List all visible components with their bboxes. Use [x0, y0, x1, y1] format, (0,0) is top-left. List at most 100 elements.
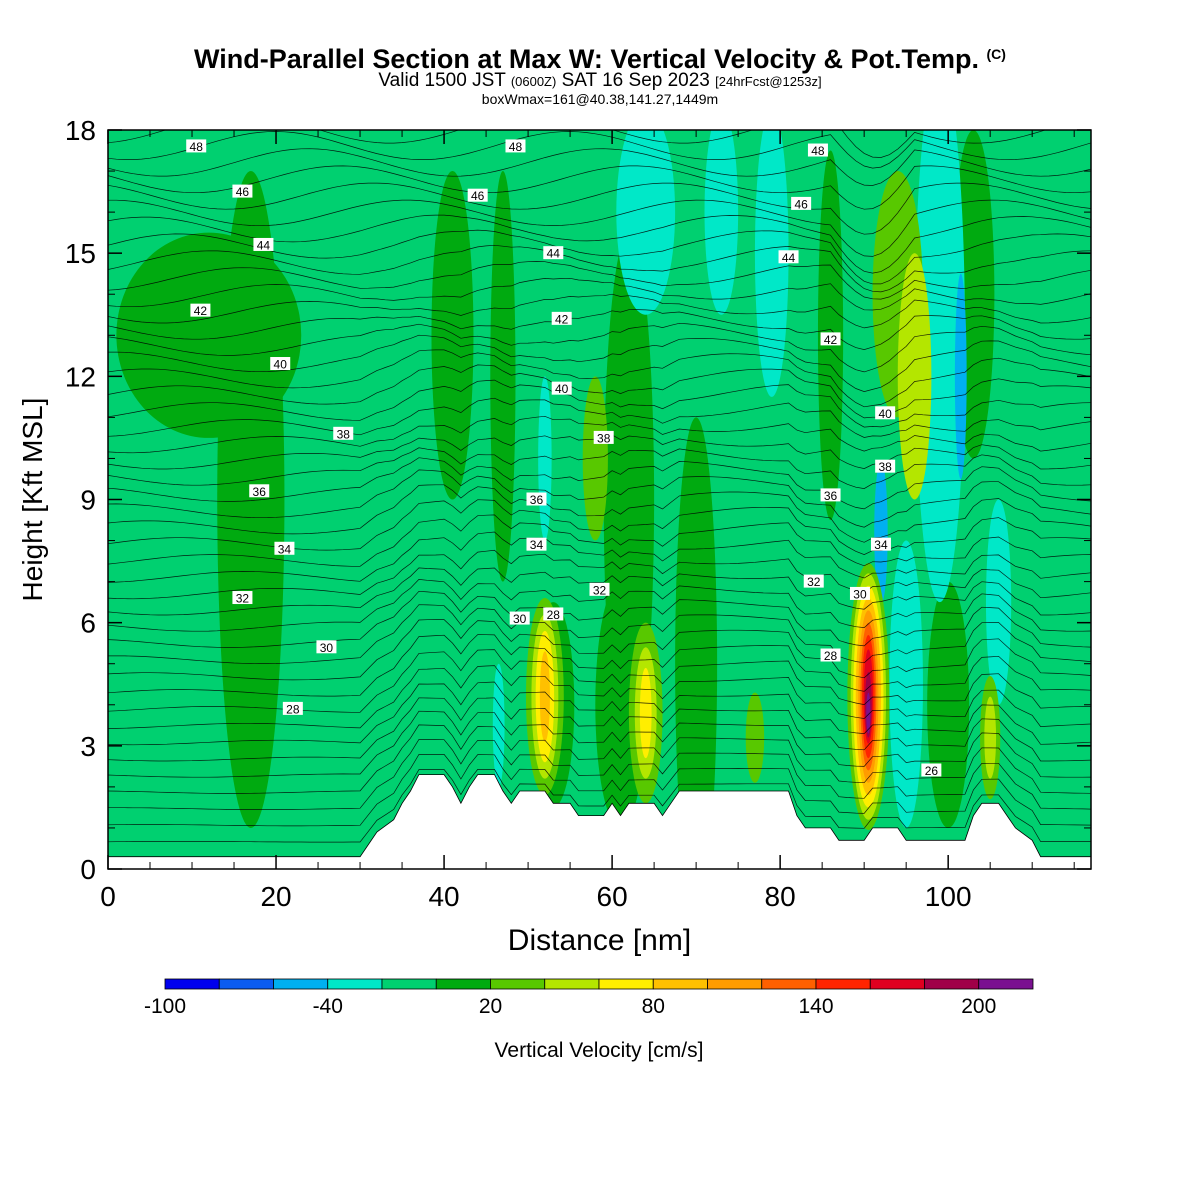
isentrope-line — [108, 199, 1091, 257]
contour-label-bg — [467, 188, 488, 202]
isentrope-line — [108, 229, 1091, 285]
isentrope-line — [108, 710, 1091, 778]
isentrope-line — [108, 499, 1091, 555]
contour-label: 46 — [794, 197, 808, 211]
y-tick-label: 9 — [80, 485, 96, 516]
contour-label-bg — [589, 582, 610, 596]
y-tick-label: 3 — [80, 731, 96, 762]
contour-label: 32 — [807, 575, 821, 589]
colorbar-swatch — [435, 978, 491, 990]
contour-label-bg — [803, 574, 824, 588]
contour-label-bg — [543, 246, 564, 260]
valid-time-line: Valid 1500 JST (0600Z) SAT 16 Sep 2023 [… — [0, 70, 1200, 92]
contour-label-bg — [820, 332, 841, 346]
contour-label-bg — [849, 586, 870, 600]
isentrope-line — [108, 754, 1091, 827]
isentrope-line — [108, 697, 1091, 762]
contour-label: 28 — [824, 649, 838, 663]
x-tick-label: 20 — [260, 881, 291, 912]
contour-label-bg — [875, 459, 896, 473]
contour-label: 46 — [471, 189, 485, 203]
contour-label: 42 — [555, 312, 569, 326]
contour-label-bg — [270, 357, 291, 371]
contour-label: 32 — [593, 583, 607, 597]
isentrope-line — [108, 322, 1091, 373]
isentrope-line — [108, 579, 1091, 632]
w-feature-23 — [582, 376, 608, 541]
isentrope-line — [108, 293, 1091, 329]
isentrope-line — [108, 567, 1091, 616]
contour-label: 48 — [811, 144, 825, 158]
isentrope-line — [108, 364, 1091, 419]
isentrope-line — [108, 619, 1091, 681]
y-axis-label: Height [Kft MSL] — [17, 398, 48, 602]
contour-label: 38 — [597, 431, 611, 445]
contour-label-bg — [551, 381, 572, 395]
isentrope-line — [108, 148, 1091, 186]
contour-label: 38 — [337, 427, 351, 441]
colorbar-swatch — [924, 978, 980, 990]
contour-label: 44 — [782, 251, 796, 265]
w-feature-16 — [985, 499, 1012, 705]
isentrope-line — [108, 415, 1091, 454]
isentrope-line — [108, 309, 1091, 350]
contour-label: 34 — [874, 538, 888, 552]
contour-label-bg — [593, 430, 614, 444]
colorbar-label: Vertical Velocity [cm/s] — [495, 1039, 704, 1062]
chart-title: Wind-Parallel Section at Max W: Vertical… — [0, 44, 1200, 75]
contour-label-bg — [870, 537, 891, 551]
contour-label-bg — [505, 139, 526, 153]
colorbar-swatch — [544, 978, 600, 990]
colorbar-swatch — [707, 978, 763, 990]
contour-label: 30 — [513, 612, 527, 626]
isentrope-line — [108, 447, 1091, 489]
w-feature-15 — [889, 540, 923, 828]
contour-label: 30 — [320, 641, 334, 655]
title-mark: (C) — [986, 46, 1006, 62]
isentrope-line — [108, 334, 1091, 392]
contour-label: 44 — [257, 238, 271, 252]
contour-label: 36 — [530, 493, 544, 507]
contour-label-bg — [551, 311, 572, 325]
contour-label-bg — [875, 406, 896, 420]
isentrope-line — [108, 244, 1091, 293]
contour-label-bg — [778, 250, 799, 264]
w-feature-19 — [954, 273, 967, 479]
contour-label: 48 — [509, 140, 523, 154]
terrain — [108, 774, 1091, 869]
w-feature-13 — [754, 130, 789, 397]
colorbar-swatch — [869, 978, 925, 990]
contour-label: 28 — [286, 702, 300, 716]
y-tick-label: 0 — [80, 854, 96, 885]
title-main: Wind-Parallel Section at Max W: Vertical… — [194, 44, 979, 74]
colorbar-tick-label: -40 — [313, 995, 343, 1018]
contour-label: 40 — [878, 407, 892, 421]
isentrope-line — [108, 531, 1091, 583]
isentrope-line — [108, 739, 1091, 810]
contour-label-bg — [820, 648, 841, 662]
contour-label-bg — [316, 640, 337, 654]
contour-label-bg — [807, 143, 828, 157]
contour-label: 32 — [236, 592, 250, 606]
isentrope-line — [108, 349, 1091, 408]
w-feature-20 — [874, 460, 888, 605]
isentrope-line — [108, 131, 1091, 169]
w-feature-30 — [639, 667, 652, 759]
colorbar-swatch — [164, 978, 220, 990]
w-feature-12 — [704, 130, 739, 315]
isentrope-line — [108, 634, 1091, 697]
y-tick-label: 12 — [65, 361, 96, 392]
isentrope-line — [108, 681, 1091, 746]
colorbar-swatch — [978, 978, 1034, 990]
contour-label: 42 — [194, 304, 208, 318]
contour-label-bg — [526, 537, 547, 551]
contour-label: 36 — [253, 485, 267, 499]
contour-label-bg — [791, 196, 812, 210]
colorbar-tick-label: 80 — [642, 995, 665, 1018]
contour-label: 28 — [547, 608, 561, 622]
colorbar-swatch — [598, 978, 654, 990]
isentrope-line — [108, 604, 1091, 664]
y-tick-label: 6 — [80, 608, 96, 639]
colorbar-swatch — [652, 978, 708, 990]
